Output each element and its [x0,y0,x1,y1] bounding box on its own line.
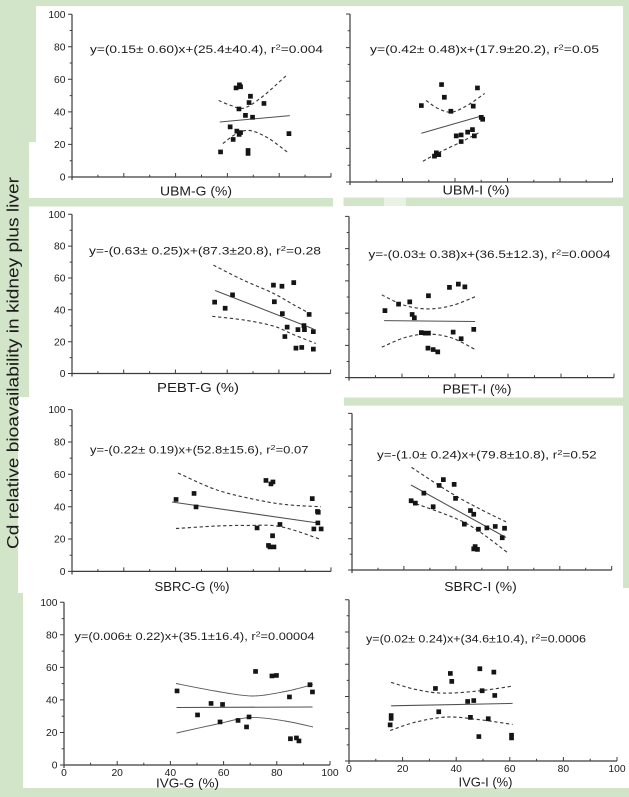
svg-text:100: 100 [608,764,625,775]
svg-text:y=(0.02± 0.24)x+(34.6±10.4), r: y=(0.02± 0.24)x+(34.6±10.4), r 2=0.0006 [366,632,586,646]
svg-text:0: 0 [60,567,66,578]
svg-text:0: 0 [52,761,58,772]
svg-text:80: 80 [558,764,570,775]
svg-text:IVG-I (%): IVG-I (%) [459,774,513,789]
svg-text:0: 0 [346,764,352,775]
svg-text:y=(0.42± 0.48)x+(17.9±20.2), r: y=(0.42± 0.48)x+(17.9±20.2), r 2=0.05 [370,42,599,56]
svg-text:40: 40 [450,764,462,775]
svg-text:60: 60 [54,274,66,285]
svg-text:y=-(0.63± 0.25)x+(87.3±20.8),: y=-(0.63± 0.25)x+(87.3±20.8), r 2=0.28 [89,244,321,258]
svg-text:IVG-G (%): IVG-G (%) [156,776,219,791]
svg-text:100: 100 [48,210,65,221]
svg-text:PEBT-G (%): PEBT-G (%) [157,380,239,395]
svg-text:100: 100 [48,10,65,21]
svg-text:80: 80 [271,768,283,779]
svg-text:UBM-I (%): UBM-I (%) [443,183,510,198]
svg-text:PBET-I (%): PBET-I (%) [443,382,512,397]
svg-text:100: 100 [48,405,65,416]
svg-text:SBRC-G (%): SBRC-G (%) [155,579,230,594]
svg-text:SBRC-I (%): SBRC-I (%) [444,579,517,594]
svg-text:60: 60 [218,768,230,779]
svg-text:80: 80 [54,438,66,449]
svg-text:y=(0.006± 0.22)x+(35.1±16.4),: y=(0.006± 0.22)x+(35.1±16.4), r 2=0.00004 [75,630,315,644]
svg-text:Cd relative bioavailability in: Cd relative bioavailability in kidney pl… [5,176,23,549]
svg-text:60: 60 [46,663,58,674]
svg-text:100: 100 [321,768,338,779]
svg-text:20: 20 [54,140,66,151]
svg-text:60: 60 [54,75,66,86]
svg-text:40: 40 [54,305,66,316]
svg-text:20: 20 [46,728,58,739]
svg-text:0: 0 [60,173,66,184]
svg-text:20: 20 [54,337,66,348]
svg-text:40: 40 [54,108,66,119]
svg-text:y=-(0.03± 0.38)x+(36.5±12.3),: y=-(0.03± 0.38)x+(36.5±12.3), r 2=0.0004 [369,247,611,261]
svg-text:40: 40 [54,502,66,513]
svg-text:80: 80 [46,630,58,641]
svg-text:20: 20 [54,535,66,546]
svg-text:y=(0.15± 0.60)x+(25.4±40.4), r: y=(0.15± 0.60)x+(25.4±40.4), r 2=0.004 [90,43,323,57]
svg-text:60: 60 [504,764,516,775]
svg-text:y=-(0.22± 0.19)x+(52.8±15.6),: y=-(0.22± 0.19)x+(52.8±15.6), r 2=0.07 [90,443,309,457]
svg-text:80: 80 [54,242,66,253]
svg-text:20: 20 [397,764,409,775]
svg-text:0: 0 [60,369,66,380]
svg-text:40: 40 [165,768,177,779]
svg-text:40: 40 [46,696,58,707]
svg-text:y=-(1.0± 0.24)x+(79.8±10.8), r: y=-(1.0± 0.24)x+(79.8±10.8), r 2=0.52 [377,448,597,462]
svg-text:UBM-G (%): UBM-G (%) [160,184,232,199]
svg-text:60: 60 [54,470,66,481]
svg-text:0: 0 [61,768,67,779]
svg-text:80: 80 [54,42,66,53]
svg-text:100: 100 [40,598,57,609]
svg-text:20: 20 [111,768,123,779]
